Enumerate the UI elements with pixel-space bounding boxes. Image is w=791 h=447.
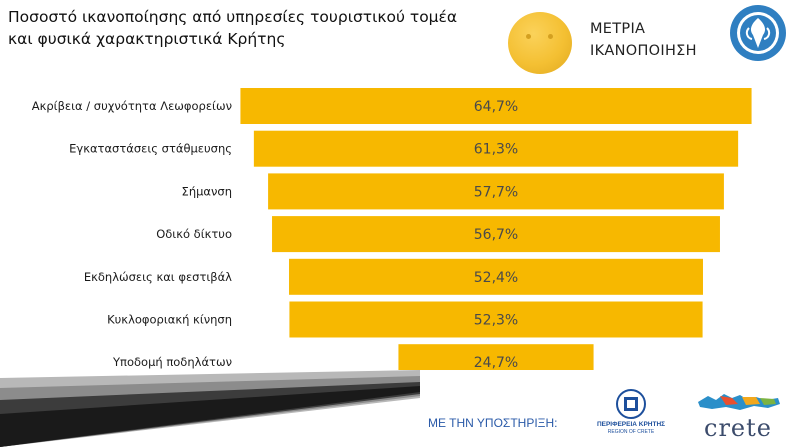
value-label-7: 24,7% [474, 355, 518, 370]
value-label-4: 56,7% [474, 227, 518, 243]
satisfaction-level: ΜΕΤΡΙΑ ΙΚΑΝΟΠΟΙΗΣΗ [590, 18, 720, 62]
bar-6 [289, 301, 703, 338]
crete-wordmark: crete [704, 414, 772, 442]
bar-5 [289, 258, 703, 295]
bar-7 [398, 344, 594, 370]
category-label-7: Υποδομή ποδηλάτων [112, 355, 232, 369]
bar-4 [272, 216, 720, 253]
right-eye [548, 34, 553, 39]
satisfaction-line-1: ΜΕΤΡΙΑ [590, 21, 646, 37]
bar-3 [268, 173, 724, 210]
title-line-2: και φυσικά χαρακτηριστικά Κρήτης [8, 30, 286, 48]
category-label-1: Ακρίβεια / συχνότητα Λεωφορείων [32, 99, 232, 113]
category-label-5: Εκδηλώσεις και φεστιβάλ [84, 270, 232, 284]
category-label-3: Σήμανση [182, 184, 232, 198]
left-eye [526, 34, 531, 39]
support-text: ΜΕ ΤΗΝ ΥΠΟΣΤΗΡΙΞΗ: [428, 416, 558, 430]
decorative-stripes [0, 370, 420, 447]
neutral-face-icon [508, 12, 572, 74]
value-label-6: 52,3% [474, 313, 518, 329]
bar-1 [240, 88, 752, 124]
value-label-2: 61,3% [474, 142, 518, 158]
region-name: ΠΕΡΙΦΕΡΕΙΑ ΚΡΗΤΗΣ [596, 421, 666, 428]
value-label-3: 57,7% [474, 184, 518, 200]
category-label-4: Οδικό δίκτυο [156, 227, 232, 241]
category-label-2: Εγκαταστάσεις στάθμευσης [69, 142, 232, 156]
title-line-1: Ποσοστό ικανοποίησης από υπηρεσίες τουρι… [8, 8, 458, 26]
region-emblem-icon [616, 389, 646, 419]
bar-chart: Ακρίβεια / συχνότητα Λεωφορείων 64,7% Εγκα… [32, 88, 752, 370]
chart-title: Ποσοστό ικανοποίησης από υπηρεσίες τουρι… [8, 6, 498, 50]
satisfaction-line-2: ΙΚΑΝΟΠΟΙΗΣΗ [590, 43, 697, 59]
emblem-logo [730, 5, 786, 61]
value-label-1: 64,7% [474, 99, 518, 115]
region-subtitle: REGION OF CRETE [607, 429, 655, 435]
crete-island-icon [698, 394, 780, 410]
value-label-5: 52,4% [474, 270, 518, 286]
region-of-crete-logo: ΠΕΡΙΦΕΡΕΙΑ ΚΡΗΤΗΣ REGION OF CRETE [596, 388, 666, 438]
category-label-6: Κυκλοφοριακή κίνηση [107, 313, 232, 327]
crete-brand-logo: crete [690, 388, 786, 444]
bar-2 [253, 130, 739, 167]
